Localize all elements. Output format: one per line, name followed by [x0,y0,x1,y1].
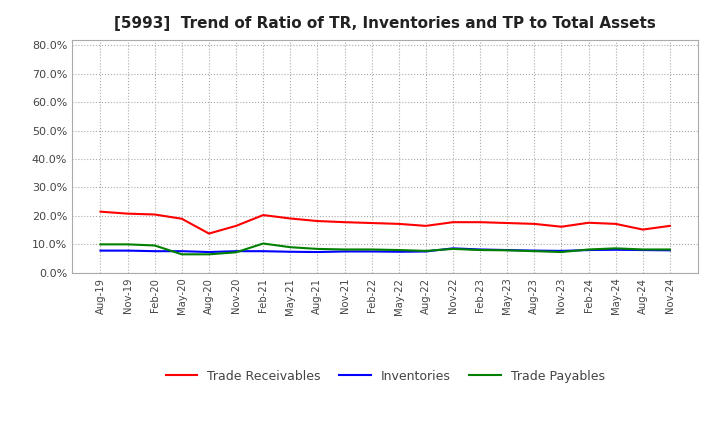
Line: Inventories: Inventories [101,248,670,252]
Trade Receivables [123,211,132,216]
Trade Payables [259,241,268,246]
Trade Payables [313,246,322,252]
Inventories [178,249,186,254]
Inventories [449,246,457,251]
Inventories [476,247,485,252]
Inventories [584,247,593,253]
Trade Receivables [96,209,105,214]
Trade Payables [476,247,485,253]
Trade Payables [639,247,647,252]
Inventories [150,249,159,254]
Line: Trade Payables: Trade Payables [101,243,670,254]
Trade Payables [421,248,430,253]
Trade Payables [232,249,240,255]
Trade Receivables [367,220,376,226]
Trade Receivables [665,223,674,228]
Trade Payables [557,249,566,255]
Trade Receivables [232,223,240,228]
Legend: Trade Receivables, Inventories, Trade Payables: Trade Receivables, Inventories, Trade Pa… [161,365,610,388]
Inventories [557,248,566,253]
Trade Payables [150,243,159,248]
Trade Payables [204,252,213,257]
Trade Receivables [421,223,430,228]
Inventories [639,247,647,253]
Inventories [611,247,620,253]
Trade Payables [286,245,294,250]
Inventories [665,248,674,253]
Trade Receivables [178,216,186,221]
Trade Payables [96,242,105,247]
Trade Receivables [476,220,485,225]
Trade Receivables [286,216,294,221]
Trade Receivables [259,213,268,218]
Inventories [286,249,294,254]
Inventories [395,249,403,254]
Trade Receivables [584,220,593,225]
Trade Payables [584,247,593,252]
Trade Payables [123,242,132,247]
Trade Receivables [639,227,647,232]
Trade Payables [665,247,674,252]
Inventories [367,249,376,254]
Inventories [204,249,213,255]
Inventories [341,249,349,254]
Inventories [96,248,105,253]
Inventories [259,249,268,254]
Trade Receivables [557,224,566,229]
Line: Trade Receivables: Trade Receivables [101,212,670,234]
Inventories [421,249,430,254]
Inventories [503,247,511,253]
Trade Payables [503,248,511,253]
Trade Receivables [341,220,349,225]
Inventories [313,249,322,255]
Trade Payables [611,246,620,251]
Trade Receivables [150,212,159,217]
Trade Receivables [204,231,213,236]
Trade Receivables [611,221,620,227]
Trade Receivables [449,220,457,225]
Inventories [232,249,240,254]
Trade Receivables [530,221,539,227]
Title: [5993]  Trend of Ratio of TR, Inventories and TP to Total Assets: [5993] Trend of Ratio of TR, Inventories… [114,16,656,32]
Trade Payables [178,252,186,257]
Trade Payables [395,247,403,253]
Trade Payables [367,247,376,252]
Trade Receivables [503,220,511,226]
Inventories [123,248,132,253]
Trade Receivables [395,221,403,227]
Trade Payables [530,249,539,254]
Trade Receivables [313,218,322,224]
Trade Payables [449,246,457,252]
Trade Payables [341,247,349,252]
Inventories [530,248,539,253]
